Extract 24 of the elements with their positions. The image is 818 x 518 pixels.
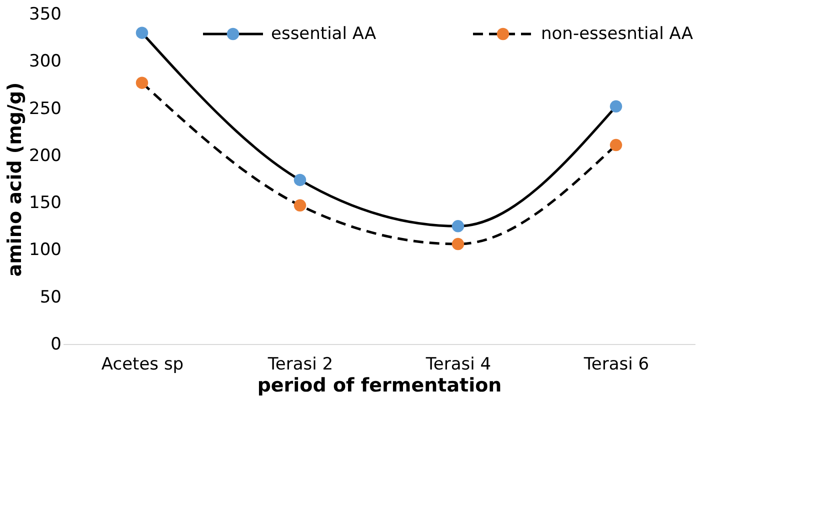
point bbox=[294, 174, 306, 186]
y-tick-label: 300 bbox=[29, 52, 62, 72]
y-tick-label: 150 bbox=[29, 193, 62, 214]
x-tick-label: Terasi 6 bbox=[582, 354, 650, 374]
y-tick-label: 0 bbox=[50, 334, 62, 354]
legend-label: non-essesntial AA bbox=[541, 24, 694, 44]
point bbox=[136, 26, 148, 39]
y-axis-title: amino acid (mg/g) bbox=[4, 82, 26, 277]
point bbox=[136, 76, 148, 89]
point bbox=[294, 199, 306, 212]
x-tick-label: Terasi 4 bbox=[424, 354, 492, 374]
y-tick-label: 350 bbox=[29, 4, 62, 24]
y-tick-label: 250 bbox=[29, 98, 62, 119]
x-tick-label: Acetes sp bbox=[101, 354, 184, 374]
x-axis-title: period of fermentation bbox=[257, 374, 502, 396]
y-tick-label: 50 bbox=[40, 287, 62, 308]
point bbox=[610, 100, 622, 113]
point bbox=[452, 220, 464, 232]
legend-label: essential AA bbox=[271, 24, 376, 44]
y-tick-label: 200 bbox=[29, 146, 62, 166]
x-tick-label: Terasi 2 bbox=[266, 354, 334, 374]
point bbox=[610, 138, 622, 152]
point bbox=[452, 238, 464, 250]
y-tick-label: 100 bbox=[29, 240, 62, 260]
